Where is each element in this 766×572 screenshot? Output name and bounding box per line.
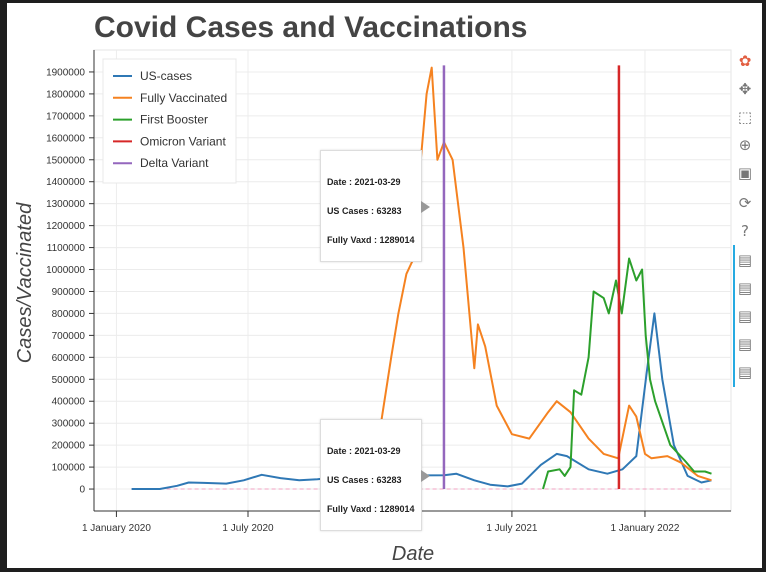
tooltip-vaxd: Fully Vaxd : 1289014	[326, 504, 415, 515]
y-tick-label: 1700000	[46, 111, 85, 122]
box-zoom-icon[interactable]: ⬚	[737, 108, 753, 126]
hover-tooltip: Date : 2021-03-29 US Cases : 63283 Fully V…	[319, 150, 430, 263]
hover-tool-icon[interactable]: ▤	[737, 307, 753, 325]
wheel-zoom-icon[interactable]: ⊕	[738, 136, 752, 154]
y-tick-label: 600000	[52, 353, 86, 364]
y-tick-label: 700000	[52, 331, 86, 342]
help-icon[interactable]: ?	[741, 222, 749, 240]
tooltip-pointer	[420, 470, 430, 483]
y-tick-label: 1800000	[46, 89, 85, 100]
legend-label: Omicron Variant	[140, 134, 226, 148]
y-tick-label: 1100000	[47, 243, 86, 254]
tooltip-date: Date : 2021-03-29	[326, 446, 401, 457]
y-tick-label: 100000	[52, 463, 86, 474]
tooltip-cases: US Cases : 63283	[326, 206, 402, 217]
tooltip-date: Date : 2021-03-29	[326, 177, 401, 188]
hover-tooltip: Date : 2021-03-29 US Cases : 63283 Fully V…	[319, 419, 430, 532]
y-tick-label: 1200000	[46, 221, 85, 232]
tooltip-pointer	[420, 201, 430, 214]
y-tick-label: 1300000	[46, 199, 85, 210]
y-tick-label: 0	[79, 485, 85, 496]
legend-label: First Booster	[140, 113, 208, 127]
x-axis-label: Date	[392, 543, 434, 565]
y-tick-label: 800000	[52, 309, 86, 320]
y-tick-label: 1600000	[46, 133, 85, 144]
legend-label: US-cases	[140, 69, 192, 83]
hover-tool-icon[interactable]: ▤	[737, 251, 753, 269]
y-tick-label: 1400000	[46, 177, 85, 188]
legend-label: Fully Vaccinated	[140, 91, 227, 105]
x-tick-label: 1 July 2020	[222, 523, 274, 534]
bokeh-logo-icon[interactable]: ✿	[738, 52, 752, 70]
chart-panel: 0 100000 200000 300000 400000 500000 600000 700…	[7, 3, 762, 568]
y-tick-label: 1000000	[46, 265, 85, 276]
hover-tool-icon[interactable]: ▤	[737, 279, 753, 297]
hover-tool-icon[interactable]: ▤	[737, 363, 753, 381]
y-tick-label: 200000	[52, 441, 86, 452]
x-tick-label: 1 July 2021	[486, 523, 538, 534]
tooltip-vaxd: Fully Vaxd : 1289014	[326, 235, 415, 246]
hover-tool-icon[interactable]: ▤	[737, 335, 753, 353]
chart-title: Covid Cases and Vaccinations	[94, 11, 528, 44]
y-tick-label: 900000	[52, 287, 86, 298]
tooltip-cases: US Cases : 63283	[326, 475, 402, 486]
y-tick-label: 1900000	[46, 67, 85, 78]
reset-icon[interactable]: ⟳	[738, 194, 752, 212]
pan-tool-icon[interactable]: ✥	[738, 80, 752, 98]
y-tick-label: 1500000	[46, 155, 85, 166]
x-tick-label: 1 January 2020	[82, 523, 151, 534]
y-tick-label: 500000	[52, 375, 86, 386]
toolbar-divider	[733, 245, 735, 387]
legend-label: Delta Variant	[140, 156, 209, 170]
y-axis-label: Cases/Vaccinated	[14, 202, 36, 363]
save-icon[interactable]: ▣	[737, 164, 753, 182]
x-tick-label: 1 January 2022	[610, 523, 679, 534]
legend: US-cases Fully Vaccinated First Booster Omi…	[102, 58, 237, 184]
y-tick-label: 400000	[52, 397, 86, 408]
y-tick-label: 300000	[52, 419, 86, 430]
